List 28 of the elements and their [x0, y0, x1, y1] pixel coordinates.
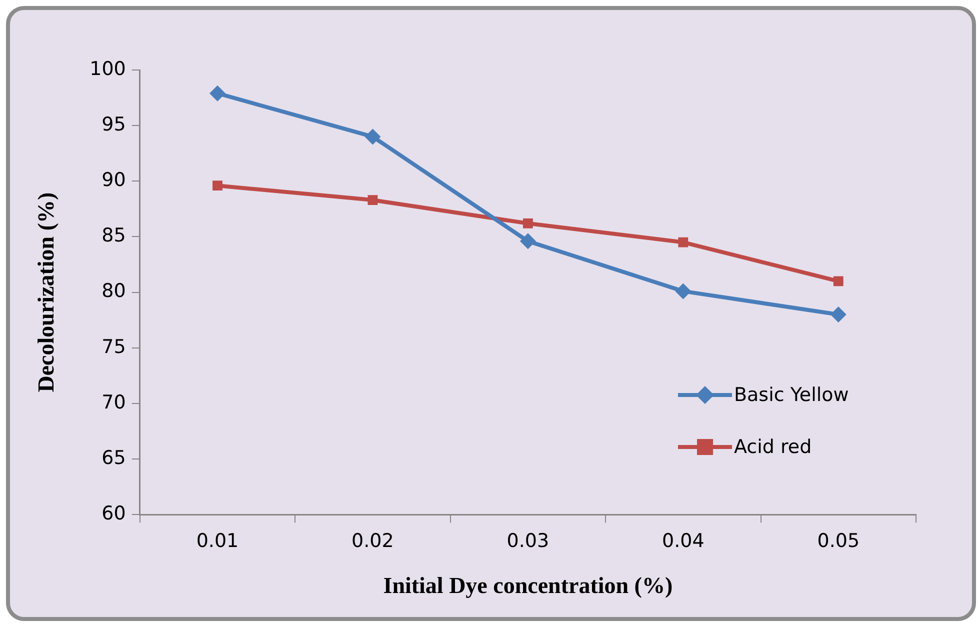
point [364, 128, 381, 145]
y-tick-label: 90 [102, 169, 126, 192]
y-tick-label: 70 [102, 391, 126, 414]
x-tick-label: 0.05 [817, 530, 860, 552]
legend-label: Basic Yellow [734, 384, 849, 406]
x-tick-label: 0.02 [352, 530, 394, 552]
y-tick-label: 95 [102, 114, 126, 136]
legend-label: Acid red [734, 436, 812, 458]
y-tick-label: 65 [102, 446, 126, 469]
point [675, 283, 692, 300]
point [678, 237, 688, 248]
x-tick-label: 0.01 [196, 530, 239, 552]
point [212, 180, 222, 191]
point [522, 218, 533, 228]
y-tick-label: 75 [102, 336, 126, 358]
y-tick-label: 60 [102, 502, 126, 525]
y-tick-label: 85 [102, 224, 126, 247]
x-tick-label: 0.04 [662, 530, 704, 552]
y-axis-title: Decolourization (%) [34, 192, 59, 392]
y-tick-label: 100 [90, 58, 126, 80]
point [209, 85, 226, 102]
point [830, 306, 846, 323]
point [368, 195, 378, 205]
y-tick-label: 80 [102, 280, 126, 302]
x-axis-title: Initial Dye concentration (%) [383, 573, 673, 598]
point [833, 276, 844, 286]
point [520, 233, 536, 250]
x-tick-label: 0.03 [506, 530, 550, 552]
